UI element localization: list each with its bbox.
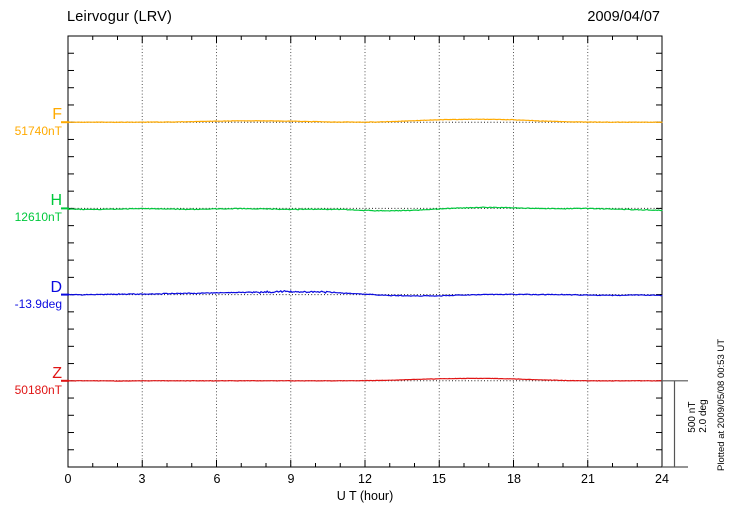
x-tick-18: 18 [507, 472, 521, 486]
scale-bar-label: 500 nT 2.0 deg [687, 399, 709, 432]
series-label-f: F 51740nT [0, 106, 62, 138]
series-baseline-z: 50180nT [14, 383, 62, 397]
x-tick-0: 0 [64, 472, 72, 486]
x-axis-label: U T (hour) [336, 489, 394, 503]
series-baseline-d: -13.9deg [14, 297, 62, 311]
scale-bar-deg: 2.0 deg [698, 399, 709, 433]
scale-bar-nt: 500 nT [687, 401, 698, 433]
observation-date: 2009/04/07 [587, 9, 660, 25]
series-label-d: D -13.9deg [0, 279, 62, 311]
x-tick-6: 6 [213, 472, 221, 486]
x-tick-9: 9 [287, 472, 295, 486]
observatory-title: Leirvogur (LRV) [67, 9, 173, 25]
x-tick-15: 15 [432, 472, 446, 486]
series-letter-d: D [50, 279, 62, 296]
series-label-z: Z 50180nT [0, 365, 62, 397]
x-tick-21: 21 [581, 472, 595, 486]
series-letter-h: H [50, 192, 62, 209]
series-baseline-h: 12610nT [14, 210, 62, 224]
series-baseline-f: 51740nT [14, 124, 62, 138]
plotted-at-note: Plotted at 2009/05/08 00:53 UT [716, 338, 727, 471]
series-letter-z: Z [52, 365, 62, 382]
series-label-h: H 12610nT [0, 192, 62, 224]
x-tick-24: 24 [655, 472, 669, 486]
x-tick-3: 3 [138, 472, 146, 486]
x-tick-12: 12 [358, 472, 372, 486]
series-letter-f: F [52, 106, 62, 123]
